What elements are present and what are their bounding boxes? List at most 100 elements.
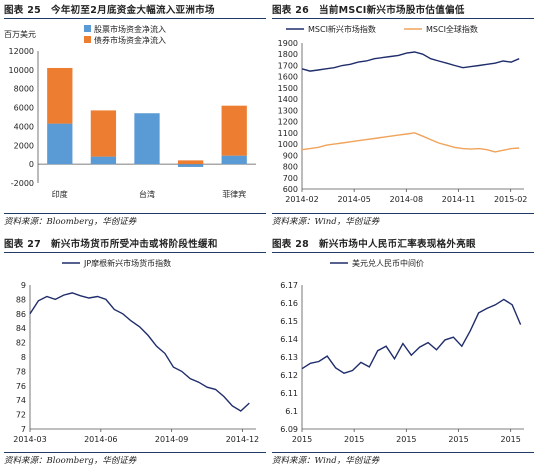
legend-label: 债券市场资金净流入 bbox=[94, 35, 166, 45]
series-line-1 bbox=[301, 298, 522, 374]
x-tick-label: 印度 bbox=[52, 189, 68, 199]
figure-title: 新兴市场货币所受冲击或将阶段性缓和 bbox=[51, 239, 218, 250]
legend-label: JP摩根新兴市场货币指数 bbox=[83, 258, 171, 268]
x-tick-label: 2014-09 bbox=[155, 435, 188, 444]
y-tick-label: 8000 bbox=[14, 85, 34, 94]
header-rule bbox=[4, 18, 266, 19]
figure-number: 图表 26 bbox=[272, 5, 310, 16]
legend-label: MSCI全球指数 bbox=[426, 24, 478, 34]
y-unit-label: 百万美元 bbox=[4, 29, 36, 39]
y-tick-label: 1600 bbox=[278, 73, 298, 82]
figure-title: 今年初至2月底资金大幅流入亚洲市场 bbox=[51, 5, 215, 16]
y-tick-label: 10000 bbox=[9, 66, 34, 75]
y-tick-label: 1000 bbox=[278, 140, 298, 149]
x-tick-label: 2015 bbox=[448, 435, 468, 444]
source-note: 资料来源：Wind，华创证券 bbox=[272, 217, 380, 227]
figure-title: 新兴市场中人民币汇率表现格外亮眼 bbox=[319, 239, 476, 250]
panel-title: 图表 26 当前MSCI新兴市场股市估值偏低 bbox=[272, 2, 465, 16]
y-tick-label: 800 bbox=[283, 163, 298, 172]
y-tick-label: 1300 bbox=[278, 106, 298, 115]
y-tick-label: 76 bbox=[16, 382, 26, 391]
y-tick-label: 6.11 bbox=[280, 389, 298, 398]
bar-stock-flow bbox=[221, 155, 247, 165]
x-tick-label: 2014-06 bbox=[84, 435, 117, 444]
source-note: 资料来源：Wind，华创证券 bbox=[272, 456, 380, 466]
x-tick-label: 2014-02 bbox=[285, 195, 318, 204]
header-rule bbox=[4, 252, 266, 253]
footer-rule bbox=[4, 213, 266, 214]
y-tick-label: 6.15 bbox=[280, 317, 298, 326]
y-tick-label: 1100 bbox=[278, 129, 298, 138]
bar-bond-flow bbox=[90, 110, 117, 157]
y-tick-label: 6.17 bbox=[280, 281, 298, 290]
y-tick-label: 74 bbox=[16, 396, 26, 405]
em-currency-line-chart: 7 72 74 76 78 8 82 84 86 88 9 2014-03 2014-06 2014-09… bbox=[13, 258, 259, 444]
panel-title: 图表 27 新兴市场货币所受冲击或将阶段性缓和 bbox=[4, 236, 218, 250]
bar-stock-flow bbox=[90, 156, 117, 165]
panel-capital-flows: 图表 25 今年初至2月底资金大幅流入亚洲市场 百万美元 -2000 0 2000 400… bbox=[4, 2, 266, 227]
panel-title: 图表 25 今年初至2月底资金大幅流入亚洲市场 bbox=[4, 2, 215, 16]
x-tick-label: 2014-11 bbox=[442, 195, 475, 204]
figure-number: 图表 27 bbox=[4, 239, 42, 250]
y-tick-label: 6000 bbox=[14, 104, 34, 113]
y-tick-label: 6.14 bbox=[280, 335, 298, 344]
x-tick-label: 菲律宾 bbox=[222, 189, 246, 199]
y-tick-label: 700 bbox=[283, 174, 298, 183]
y-tick-label: 1800 bbox=[278, 50, 298, 59]
panel-em-currency: 图表 27 新兴市场货币所受冲击或将阶段性缓和 7 72 74 76 78 8 82 84 86 8… bbox=[4, 236, 266, 466]
footer-rule bbox=[4, 452, 266, 453]
bar-stock-flow bbox=[47, 123, 73, 165]
source-note: 资料来源：Bloomberg，华创证券 bbox=[4, 456, 137, 466]
rmb-line-chart: 6.09 6.1 6.11 6.12 6.13 6.14 6.15 6.16 6.17 2015 2… bbox=[280, 258, 524, 444]
footer-rule bbox=[272, 213, 534, 214]
source-note: 资料来源：Bloomberg，华创证券 bbox=[4, 217, 137, 227]
y-tick-label: 2000 bbox=[14, 141, 34, 150]
y-tick-label: 1400 bbox=[278, 95, 298, 104]
x-tick-label: 2014-03 bbox=[13, 435, 46, 444]
y-tick-label: 6.13 bbox=[280, 353, 298, 362]
header-rule bbox=[272, 18, 534, 19]
x-tick-label: 2014-08 bbox=[390, 195, 423, 204]
figure-number: 图表 25 bbox=[4, 5, 42, 16]
figure-title: 当前MSCI新兴市场股市估值偏低 bbox=[319, 5, 465, 16]
y-tick-label: 84 bbox=[16, 324, 26, 333]
x-tick-label: 2015 bbox=[292, 435, 312, 444]
series-line-1 bbox=[29, 292, 250, 412]
bar-bond-flow bbox=[177, 160, 204, 165]
legend-swatch bbox=[84, 25, 91, 32]
legend-label: MSCI新兴市场指数 bbox=[308, 24, 376, 34]
y-tick-label: 6.12 bbox=[280, 371, 298, 380]
y-tick-label: 6.1 bbox=[285, 407, 298, 416]
y-tick-label: 72 bbox=[16, 411, 26, 420]
x-tick-label: 2014-12 bbox=[226, 435, 259, 444]
y-tick-label: 7 bbox=[21, 425, 26, 434]
legend-label: 股票市场资金净流入 bbox=[94, 24, 166, 34]
y-tick-label: 1200 bbox=[278, 118, 298, 127]
bar-bond-flow bbox=[221, 105, 247, 156]
bar-bond-flow bbox=[47, 67, 73, 124]
bar-stock-flow bbox=[134, 113, 160, 165]
y-tick-label: -2000 bbox=[11, 179, 34, 188]
footer-rule bbox=[272, 452, 534, 453]
panel-rmb-rate: 图表 28 新兴市场中人民币汇率表现格外亮眼 6.09 6.1 6.11 6.12 6.1… bbox=[272, 236, 534, 466]
y-tick-label: 82 bbox=[16, 339, 26, 348]
x-tick-label: 2015 bbox=[396, 435, 416, 444]
x-tick-label: 2015-02 bbox=[494, 195, 527, 204]
x-tick-label: 2015 bbox=[501, 435, 521, 444]
legend-swatch bbox=[84, 36, 91, 43]
y-tick-label: 86 bbox=[16, 310, 26, 319]
y-tick-label: 1900 bbox=[278, 39, 298, 48]
capital-flows-bar-chart: 百万美元 -2000 0 2000 4000 6000 8000 10000 12000 印度 台湾… bbox=[4, 24, 256, 199]
header-rule bbox=[272, 252, 534, 253]
x-tick-label: 2014-05 bbox=[337, 195, 370, 204]
y-tick-label: 4000 bbox=[14, 122, 34, 131]
y-tick-label: 6.16 bbox=[280, 299, 298, 308]
y-tick-label: 6.09 bbox=[280, 425, 298, 434]
legend-label: 美元兑人民币中间价 bbox=[352, 258, 424, 268]
figure-number: 图表 28 bbox=[272, 239, 310, 250]
y-tick-label: 0 bbox=[29, 160, 34, 169]
series-line-1 bbox=[301, 51, 520, 72]
y-tick-label: 900 bbox=[283, 151, 298, 160]
y-tick-label: 1700 bbox=[278, 61, 298, 70]
y-tick-label: 600 bbox=[283, 185, 298, 194]
